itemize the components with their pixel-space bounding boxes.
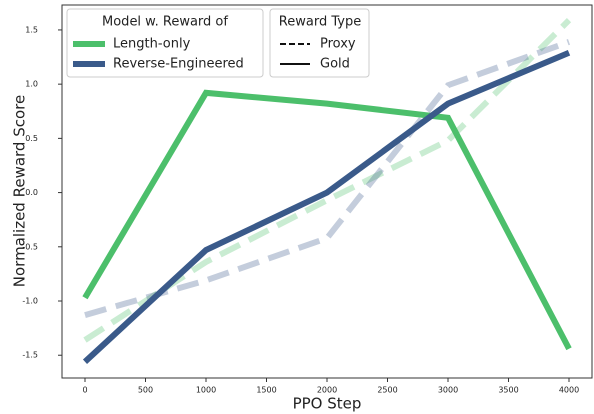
y-tick-label: 1.0 (25, 80, 38, 89)
line-values (82, 49, 571, 364)
y-tick-label: 1.5 (25, 25, 38, 34)
y-tick-label: 0.0 (25, 188, 38, 197)
x-tick-label: 1000 (196, 386, 216, 395)
legend-label: Reverse-Engineered (113, 57, 244, 72)
x-tick-label: 2500 (377, 386, 397, 395)
legend-label: Proxy (320, 37, 356, 52)
y-axis-label: Normalized Reward Score (11, 95, 29, 287)
y-tick-label: -0.5 (22, 242, 38, 251)
x-tick-label: 1500 (256, 386, 276, 395)
x-tick-label: 500 (138, 386, 153, 395)
legend-label: Gold (320, 57, 350, 72)
x-tick-label: 2000 (317, 386, 337, 395)
legend-title: Reward Type (279, 15, 361, 30)
line-values (82, 89, 572, 351)
legend-box (66, 8, 264, 78)
y-tick-label: -1.0 (22, 297, 38, 306)
legend-box (269, 8, 370, 78)
y-tick-label: 0.5 (25, 134, 38, 143)
x-tick-label: 3000 (438, 386, 458, 395)
x-tick-label: 4000 (559, 386, 579, 395)
y-tick-label: -1.5 (22, 351, 38, 360)
legend-title: Model w. Reward of (102, 15, 228, 30)
legend-label: Length-only (113, 37, 191, 52)
x-axis-label: PPO Step (293, 395, 362, 413)
x-tick-label: 3500 (498, 386, 518, 395)
x-tick-label: 0 (82, 386, 87, 395)
line-proxy_values (84, 39, 571, 318)
